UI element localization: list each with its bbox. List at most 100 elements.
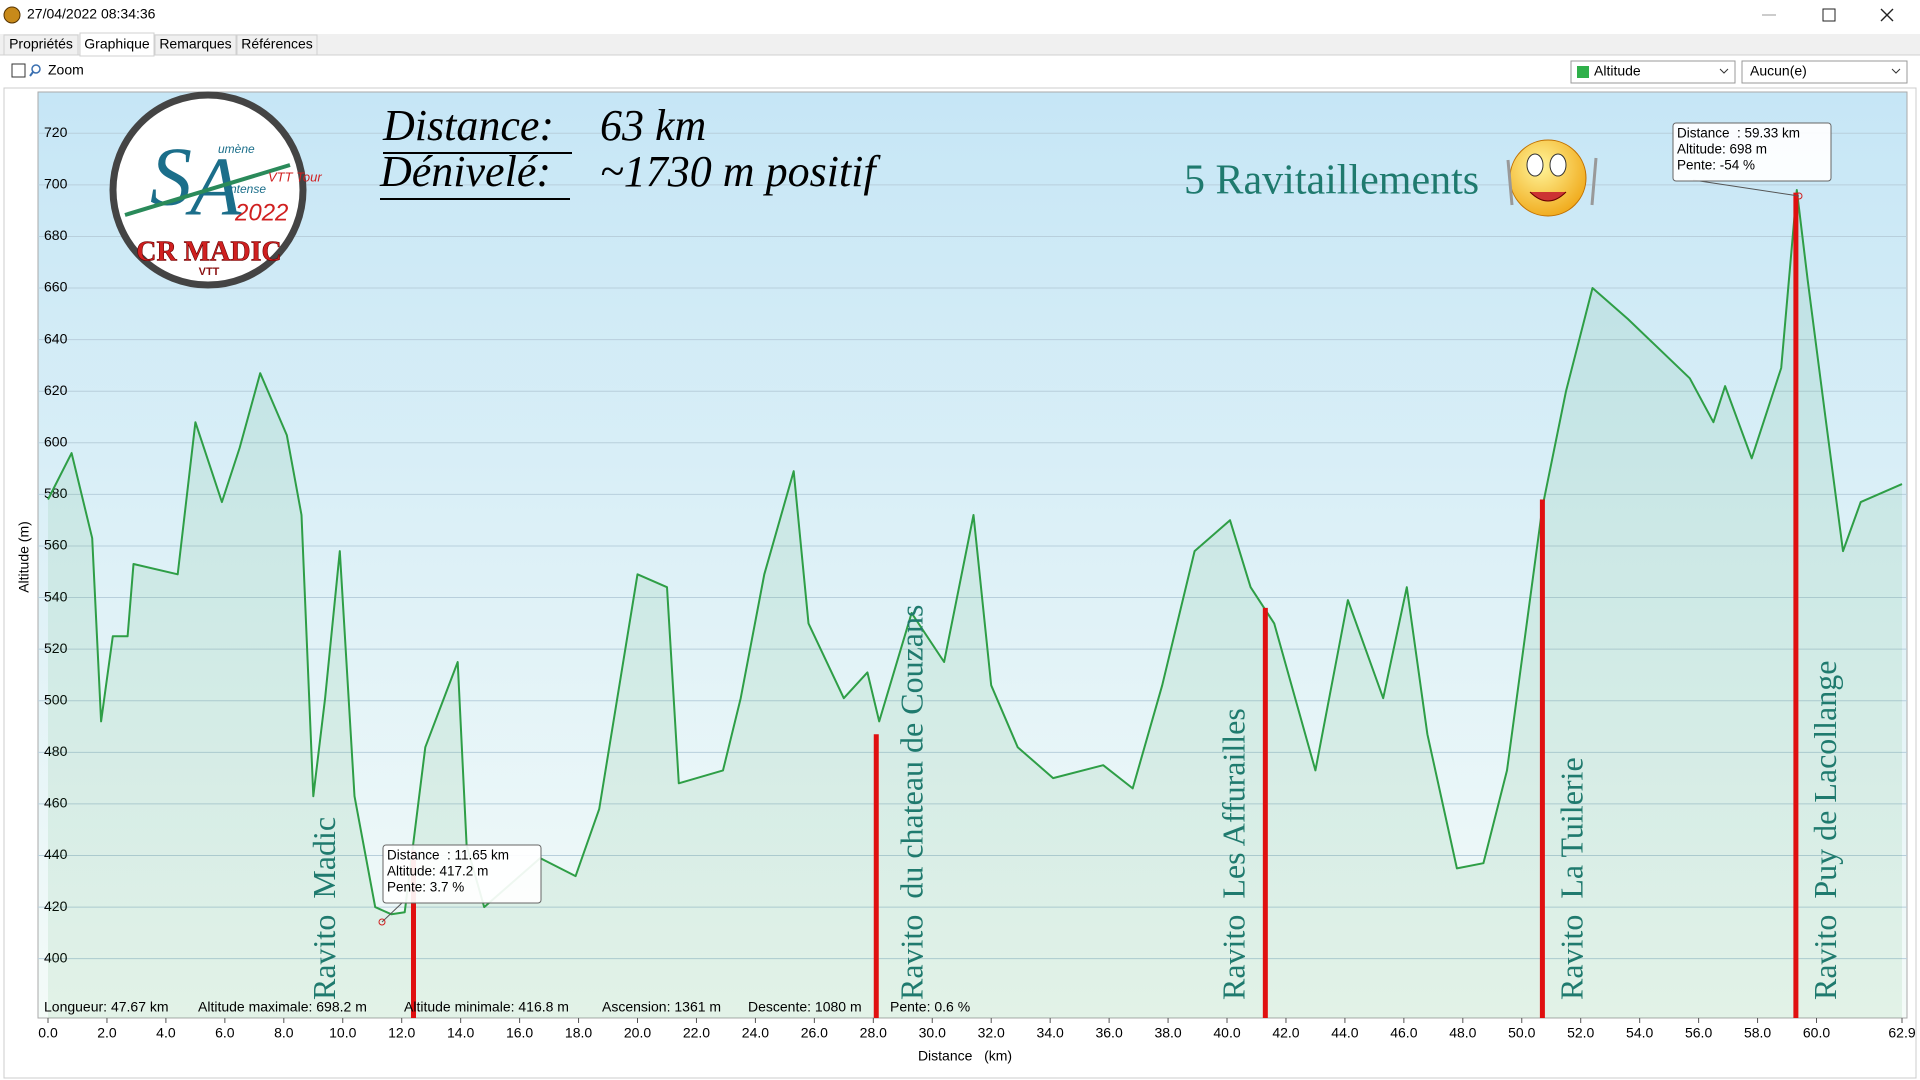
- tab[interactable]: [3, 34, 79, 56]
- y-tick-label: 640: [44, 330, 68, 346]
- y-tick-label: 440: [44, 846, 68, 862]
- logo-word: VTT Tour: [268, 169, 322, 184]
- y-tick-label: 680: [44, 227, 68, 243]
- y-tick-label: 660: [44, 279, 68, 295]
- tooltip-point: [378, 918, 386, 926]
- x-tick-label: 8.0: [274, 1025, 294, 1041]
- emoji-eye: [1526, 153, 1544, 177]
- tooltip: [1672, 122, 1832, 182]
- x-tick-label: 14.0: [447, 1025, 474, 1041]
- x-tick-label: 38.0: [1154, 1025, 1181, 1041]
- x-tick-label: 6.0: [215, 1025, 235, 1041]
- supply-label: Ravito La Tuilerie: [1554, 757, 1590, 1000]
- supply-label: Ravito du chateau de Couzans: [894, 605, 930, 1000]
- tooltip-line: Altitude: 417.2 m: [387, 864, 488, 879]
- supply-label: Ravito Madic: [306, 817, 342, 1000]
- restore-button[interactable]: [1822, 8, 1836, 22]
- logo-year: 2022: [234, 199, 288, 226]
- window-title: 27/04/2022 08:34:36: [27, 6, 156, 22]
- x-tick-label: 56.0: [1685, 1025, 1712, 1041]
- dropdown-arrow: [1719, 68, 1729, 74]
- tooltip-line: Altitude: 698 m: [1677, 142, 1767, 157]
- x-tick-label: 36.0: [1095, 1025, 1122, 1041]
- x-tick-label: 44.0: [1331, 1025, 1358, 1041]
- stat: Descente: 1080 m: [748, 999, 862, 1015]
- zoom-icon: [31, 64, 41, 74]
- x-tick-label: 50.0: [1508, 1025, 1535, 1041]
- y-tick-label: 420: [44, 898, 68, 914]
- x-tick-label: 24.0: [742, 1025, 769, 1041]
- stat: Ascension: 1361 m: [602, 999, 721, 1015]
- logo-word: umène: [218, 142, 255, 156]
- x-tick-label: 22.0: [683, 1025, 710, 1041]
- second-dropdown[interactable]: [1741, 60, 1908, 84]
- x-tick-label: 60.0: [1803, 1025, 1830, 1041]
- x-tick-label: 4.0: [156, 1025, 176, 1041]
- tooltip-point: [1795, 192, 1803, 200]
- tooltip: [382, 844, 542, 904]
- zoom-checkbox[interactable]: [11, 63, 26, 78]
- tooltip-pointer: [381, 901, 404, 923]
- plot-area: [37, 91, 1908, 1019]
- tab-label[interactable]: Propriétés: [9, 36, 73, 52]
- y-tick-label: 460: [44, 795, 68, 811]
- logo-swoosh: [124, 163, 291, 217]
- x-tick-label: 10.0: [329, 1025, 356, 1041]
- x-tick-label: 26.0: [801, 1025, 828, 1041]
- second-dropdown-label[interactable]: Aucun(e): [1750, 63, 1807, 79]
- emoji-eye: [1549, 153, 1567, 177]
- x-tick-label: 62.9: [1888, 1025, 1915, 1041]
- series-dropdown-label[interactable]: Altitude: [1594, 63, 1641, 79]
- title-bar: [0, 0, 1920, 30]
- tab[interactable]: [236, 34, 318, 56]
- app-icon: [3, 6, 21, 24]
- tooltip-pointer: [1692, 179, 1800, 197]
- tab-label[interactable]: Remarques: [159, 36, 231, 52]
- y-tick-label: 600: [44, 433, 68, 449]
- supply-label: Ravito Les Affurailles: [1216, 708, 1252, 1000]
- x-tick-label: 16.0: [506, 1025, 533, 1041]
- x-tick-label: 42.0: [1272, 1025, 1299, 1041]
- x-tick-label: 32.0: [978, 1025, 1005, 1041]
- emoji: [1506, 139, 1598, 217]
- y-tick-label: 620: [44, 382, 68, 398]
- tab-label[interactable]: Références: [241, 36, 313, 52]
- logo-word: ntense: [230, 182, 266, 196]
- logo-letter: S: [150, 130, 192, 223]
- y-tick-label: 400: [44, 949, 68, 965]
- zoom-icon-handle: [29, 71, 34, 77]
- series-dropdown[interactable]: [1570, 60, 1736, 84]
- x-tick-label: 28.0: [860, 1025, 887, 1041]
- dropdown-arrow: [1891, 68, 1901, 74]
- x-tick-label: 0.0: [38, 1025, 58, 1041]
- emoji-knife: [1590, 157, 1598, 206]
- tab[interactable]: [154, 34, 237, 56]
- tab-label[interactable]: Graphique: [84, 36, 150, 52]
- logo: S A umène ntense VTT Tour 2022 CR MADIC …: [109, 91, 322, 289]
- tooltip-line: Distance : 59.33 km: [1677, 126, 1800, 141]
- x-axis-title: Distance (km): [918, 1048, 1012, 1064]
- close-button[interactable]: [1880, 8, 1894, 22]
- headline-value: 63 km: [600, 101, 706, 150]
- elevation-line: [47, 189, 1903, 916]
- supply-count: 5 Ravitaillements: [1184, 158, 1479, 204]
- x-tick-label: 54.0: [1626, 1025, 1653, 1041]
- x-tick-label: 48.0: [1449, 1025, 1476, 1041]
- tab-bar: [0, 34, 1920, 55]
- tooltip-line: Pente: -54 %: [1677, 158, 1755, 173]
- x-tick-label: 30.0: [919, 1025, 946, 1041]
- tooltip-line: Pente: 3.7 %: [387, 880, 464, 895]
- x-tick-label: 34.0: [1037, 1025, 1064, 1041]
- tab[interactable]: [79, 32, 155, 57]
- x-tick-label: 20.0: [624, 1025, 651, 1041]
- zoom-label[interactable]: Zoom: [48, 62, 84, 78]
- stat: Altitude minimale: 416.8 m: [404, 999, 569, 1015]
- y-axis-title: Altitude (m): [16, 521, 32, 593]
- logo-sub: VTT: [199, 266, 220, 278]
- stat: Longueur: 47.67 km: [44, 999, 169, 1015]
- stat: Pente: 0.6 %: [890, 999, 970, 1015]
- x-tick-label: 46.0: [1390, 1025, 1417, 1041]
- y-tick-label: 700: [44, 176, 68, 192]
